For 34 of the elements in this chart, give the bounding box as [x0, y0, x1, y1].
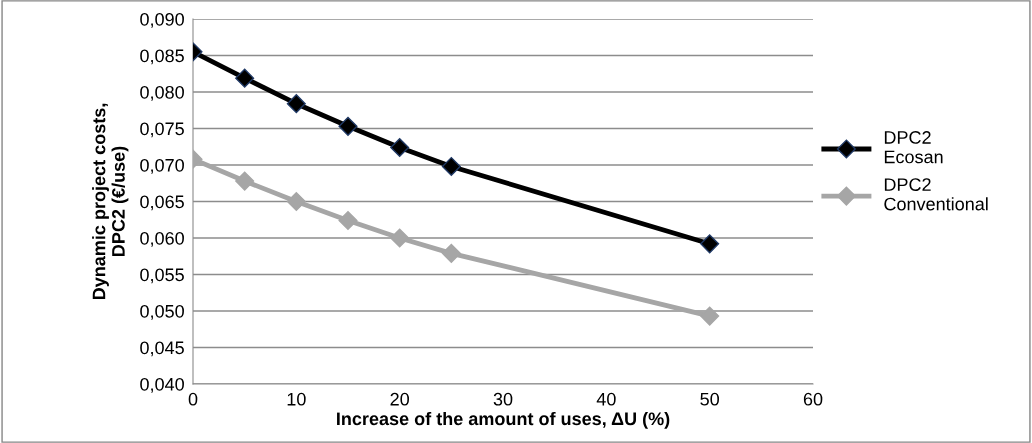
point	[338, 210, 358, 231]
x-tick-label: 50	[700, 392, 719, 406]
y-tick-label: 0,070	[140, 158, 184, 174]
y-tick-label: 0,075	[140, 122, 184, 138]
point	[700, 234, 720, 254]
y-tick-label: 0,060	[140, 231, 184, 247]
y-tick-label: 0,040	[140, 377, 184, 393]
x-tick-label: 0	[188, 392, 198, 406]
x-tick-label: 40	[596, 392, 616, 406]
x-tick-label: 60	[803, 392, 823, 406]
point	[390, 137, 410, 158]
point	[235, 68, 255, 88]
y-tick-label: 0,085	[140, 49, 184, 65]
x-tick-label: 30	[493, 392, 513, 406]
point	[700, 306, 720, 326]
point	[441, 156, 461, 176]
y-tick-label: 0,045	[140, 341, 184, 357]
point	[390, 228, 410, 248]
x-tick-label: 20	[390, 392, 409, 406]
legend-label: DPC2 Conventional	[884, 178, 988, 211]
y-tick-label: 0,065	[140, 195, 184, 211]
point	[338, 116, 358, 136]
y-tick-label: 0,050	[140, 304, 184, 320]
y-axis-title: Dynamic project costs, DPC2 (€/use)	[92, 103, 129, 300]
x-axis-title: Increase of the amount of uses, ΔU (%)	[337, 411, 670, 429]
x-tick-label: 10	[287, 392, 306, 406]
point	[235, 171, 255, 191]
point	[286, 94, 306, 114]
point	[286, 191, 306, 212]
legend-label: DPC2 Ecosan	[884, 131, 943, 164]
point	[441, 243, 461, 263]
y-tick-label: 0,080	[140, 85, 184, 101]
y-tick-label: 0,090	[140, 12, 184, 28]
y-tick-label: 0,055	[140, 268, 184, 284]
